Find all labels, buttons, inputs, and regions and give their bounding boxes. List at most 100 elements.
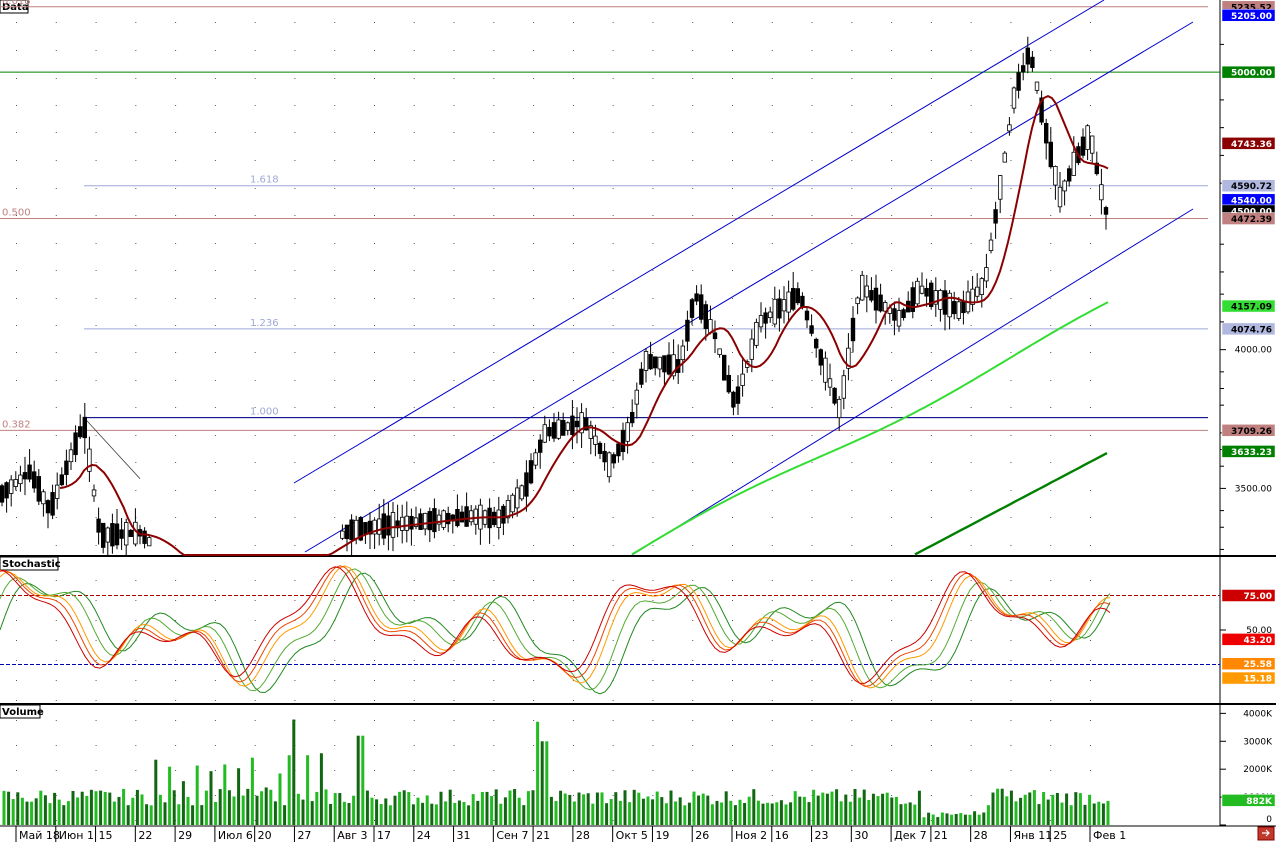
grid-dot [493,720,495,721]
volume-bar [701,793,705,825]
volume-bar [485,791,489,825]
candle [726,365,731,394]
volume-bar [1042,792,1046,825]
candle-body [413,517,419,527]
candle-body [993,209,998,224]
grid-dot [652,580,654,581]
volume-bar [549,796,553,825]
grid-dot [214,188,216,189]
grid-dot [374,50,375,51]
candle-body [78,426,83,438]
volume-bar [554,801,558,825]
grid-dot [1010,325,1012,326]
grid-dot [493,132,495,133]
volume-bar [260,791,264,825]
grid-dot [930,352,932,353]
volume-bar [365,790,369,825]
volume-bar [43,795,47,825]
candle-body [551,422,557,439]
price-tag-3633.23-box [1221,445,1276,458]
grid-dot [214,270,216,271]
grid-dot [16,517,17,518]
grid-dot [851,188,853,189]
grid-dot [891,462,893,463]
grid-dot [254,270,256,271]
candle [528,453,534,485]
corner-expand-button[interactable] [1257,826,1275,841]
grid-dot [413,600,415,601]
volume-bar [586,793,590,825]
grid-dot [533,545,535,546]
volume-bar [876,796,880,825]
grid-dot [891,745,893,746]
volume-bar [269,789,273,825]
grid-dot [175,620,177,621]
volume-bar [609,799,613,825]
candle [657,356,662,378]
grid-dot [851,680,853,681]
grid-dot [732,517,733,518]
candle-body [459,511,465,523]
grid-dot [214,435,216,436]
stoch-line-2 [0,565,1111,689]
grid-dot [453,640,455,641]
candle-body [45,500,51,514]
trend-channel-line [304,21,1194,553]
grid-dot [294,270,296,271]
x-tick-label: 15 [99,829,113,842]
grid-dot [771,517,773,518]
grid-dot [453,78,455,79]
candle-body [970,288,975,305]
volume-bar [388,805,392,825]
x-tick-label: 30 [854,829,868,842]
candle [643,348,649,383]
volume-bar [950,814,954,825]
grid-dot [811,462,813,463]
grid-dot [95,545,97,546]
candle-body [1085,125,1090,150]
volume-bar [490,796,494,825]
candle-body [625,422,630,442]
grid-dot [413,490,415,491]
candle [551,413,557,442]
grid-dot [771,795,773,796]
grid-dot [95,298,97,299]
grid-dot [652,50,654,51]
grid-dot [612,640,614,641]
candle [524,460,529,512]
candle-body [1021,65,1026,73]
candle-body [468,510,474,523]
volume-bar [264,787,268,825]
grid-dot [16,640,17,641]
grid-dot [413,105,415,106]
grid-dot [811,770,813,771]
candle-body [703,304,708,330]
grid-dot [1010,745,1012,746]
volume-bar [273,801,277,825]
volume-bar [1028,792,1032,825]
grid-dot [175,407,177,408]
candle-body [942,290,948,315]
grid-dot [533,22,535,23]
grid-dot [453,435,455,436]
candle-body [409,515,414,530]
candle [869,277,874,303]
grid-dot [214,132,216,133]
grid-dot [95,680,97,681]
candle-body [565,422,570,431]
grid-dot [55,270,57,271]
grid-dot [493,820,495,821]
candle [712,320,718,354]
grid-dot [970,352,972,353]
volume-bar [1088,794,1092,825]
volume-bar [375,799,379,825]
candle [993,201,998,239]
volume-bar [296,793,300,825]
candle [501,504,506,536]
candle [1039,90,1044,126]
volume-bar [646,796,650,825]
grid-dot [55,680,57,681]
grid-dot [930,745,932,746]
grid-dot [811,660,813,661]
